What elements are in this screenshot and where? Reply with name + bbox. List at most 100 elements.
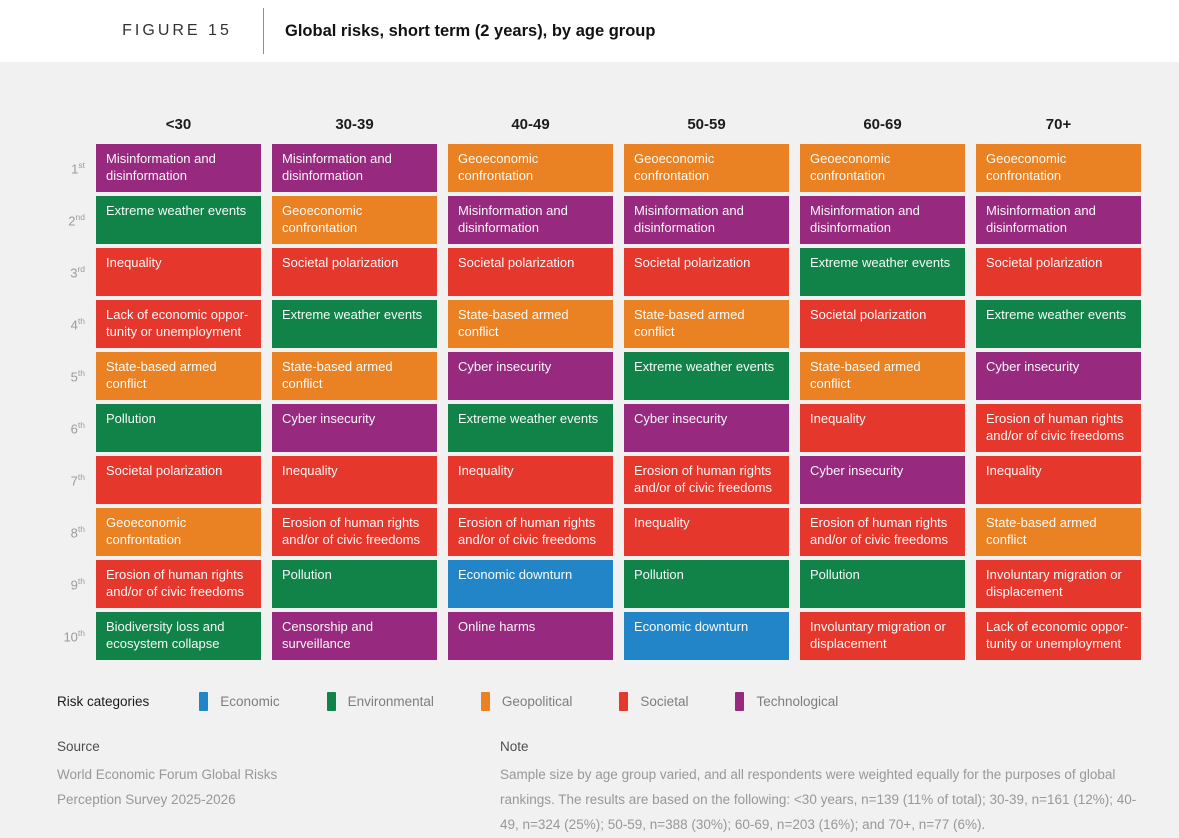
risk-cell: Geoeconomic confrontation <box>272 196 437 244</box>
risk-cell: Lack of economic oppor- tunity or unempl… <box>96 300 261 348</box>
legend-item: Technological <box>735 692 838 711</box>
note-heading: Note <box>500 739 529 754</box>
risk-cell: Geoeconomic confrontation <box>800 144 965 192</box>
risk-cell: Erosion of human rights and/or of civic … <box>800 508 965 556</box>
risk-cell: Misinformation and disinformation <box>800 196 965 244</box>
rank-label: 5th <box>70 367 85 385</box>
rank-label: 1st <box>71 159 85 177</box>
figure-label: FIGURE 15 <box>122 22 232 39</box>
environmental-swatch-icon <box>326 692 336 711</box>
risk-cell: Erosion of human rights and/or of civic … <box>96 560 261 608</box>
legend-item-label: Economic <box>220 694 280 709</box>
age-group-header: 50-59 <box>687 116 726 133</box>
risk-cell: State-based armed conflict <box>976 508 1141 556</box>
rank-label: 3rd <box>70 263 85 281</box>
source-line-2: Perception Survey 2025-2026 <box>57 791 236 807</box>
rank-label: 8th <box>70 523 85 541</box>
legend-item: Economic <box>199 692 280 711</box>
risk-cell: Societal polarization <box>976 248 1141 296</box>
risk-cell: Economic downturn <box>624 612 789 660</box>
figure-body: <30 30-39 40-49 50-59 60-69 70+ 1st Misinformat… <box>0 62 1179 838</box>
risk-cell: Pollution <box>96 404 261 452</box>
risk-cell: State-based armed conflict <box>96 352 261 400</box>
legend-item-label: Societal <box>640 694 689 709</box>
rank-label: 4th <box>70 315 85 333</box>
risk-cell: Extreme weather events <box>448 404 613 452</box>
risk-cell: Involuntary migration or displacement <box>800 612 965 660</box>
header-divider <box>263 8 264 54</box>
risk-cell: Economic downturn <box>448 560 613 608</box>
risk-cell: Extreme weather events <box>96 196 261 244</box>
risk-cell: Cyber insecurity <box>800 456 965 504</box>
risk-cell: Societal polarization <box>96 456 261 504</box>
risk-cell: Misinformation and disinformation <box>96 144 261 192</box>
risk-cell: Inequality <box>624 508 789 556</box>
note-text: Sample size by age group varied, and all… <box>500 767 1137 832</box>
age-group-header: <30 <box>165 116 192 133</box>
rank-label: 6th <box>70 419 85 437</box>
risk-cell: Misinformation and disinformation <box>624 196 789 244</box>
risk-cell: Geoeconomic confrontation <box>96 508 261 556</box>
source-heading: Source <box>57 739 100 754</box>
risk-cell: Extreme weather events <box>624 352 789 400</box>
risk-cell: Geoeconomic confrontation <box>976 144 1141 192</box>
figure-header: FIGURE 15 Global risks, short term (2 ye… <box>0 0 1179 62</box>
age-group-header: 40-49 <box>511 116 550 133</box>
risk-cell: Societal polarization <box>448 248 613 296</box>
legend-items: Economic Environmental Geopolitical Societa… <box>199 692 838 711</box>
geopolitical-swatch-icon <box>480 692 490 711</box>
risk-cell: Pollution <box>800 560 965 608</box>
risk-cell: Cyber insecurity <box>976 352 1141 400</box>
source-section: Source World Economic Forum Global Risks… <box>57 739 500 838</box>
rank-label: 2nd <box>68 211 85 229</box>
risk-cell: Extreme weather events <box>272 300 437 348</box>
risk-cell: Censorship and surveillance <box>272 612 437 660</box>
risk-cell: Pollution <box>624 560 789 608</box>
rank-label: 9th <box>70 575 85 593</box>
risk-cell: State-based armed conflict <box>272 352 437 400</box>
source-line-1: World Economic Forum Global Risks <box>57 767 278 782</box>
risk-cell: Cyber insecurity <box>448 352 613 400</box>
risk-cell: Societal polarization <box>800 300 965 348</box>
risk-cell: Erosion of human rights and/or of civic … <box>448 508 613 556</box>
risk-cell: State-based armed conflict <box>624 300 789 348</box>
note-section: Note Sample size by age group varied, an… <box>500 739 1141 838</box>
risk-cell: Inequality <box>448 456 613 504</box>
risk-cell: Inequality <box>96 248 261 296</box>
legend-item-label: Environmental <box>347 694 434 709</box>
risk-cell: Misinformation and disinformation <box>448 196 613 244</box>
legend-item: Environmental <box>326 692 434 711</box>
legend-item-label: Technological <box>756 694 839 709</box>
risk-cell: Erosion of human rights and/or of civic … <box>976 404 1141 452</box>
risk-cell: Erosion of human rights and/or of civic … <box>272 508 437 556</box>
risk-cell: State-based armed conflict <box>448 300 613 348</box>
rank-label: 10th <box>63 627 85 645</box>
risk-cell: Lack of economic oppor- tunity or unempl… <box>976 612 1141 660</box>
risk-cell: Extreme weather events <box>800 248 965 296</box>
risk-cell: Societal polarization <box>624 248 789 296</box>
risk-cell: Geoeconomic confrontation <box>448 144 613 192</box>
risk-cell: Biodiversity loss and ecosystem collapse <box>96 612 261 660</box>
age-group-header: 60-69 <box>863 116 902 133</box>
risk-cell: Cyber insecurity <box>272 404 437 452</box>
risk-cell: Misinformation and disinformation <box>272 144 437 192</box>
age-group-header: 70+ <box>1045 116 1072 133</box>
risk-cell: State-based armed conflict <box>800 352 965 400</box>
rank-label: 7th <box>70 471 85 489</box>
risk-cell: Extreme weather events <box>976 300 1141 348</box>
figure-footer: Source World Economic Forum Global Risks… <box>57 739 1141 838</box>
risk-cell: Cyber insecurity <box>624 404 789 452</box>
legend-title: Risk categories <box>57 694 150 709</box>
figure-title: Global risks, short term (2 years), by a… <box>285 21 656 40</box>
risk-cell: Geoeconomic confrontation <box>624 144 789 192</box>
risk-cell: Erosion of human rights and/or of civic … <box>624 456 789 504</box>
economic-swatch-icon <box>199 692 209 711</box>
risk-cell: Pollution <box>272 560 437 608</box>
legend-item: Societal <box>619 692 688 711</box>
risk-cell: Online harms <box>448 612 613 660</box>
technological-swatch-icon <box>735 692 745 711</box>
legend-item: Geopolitical <box>480 692 572 711</box>
risk-cell: Inequality <box>800 404 965 452</box>
risk-categories-legend: Risk categories Economic Environmental Geo… <box>57 692 1141 711</box>
